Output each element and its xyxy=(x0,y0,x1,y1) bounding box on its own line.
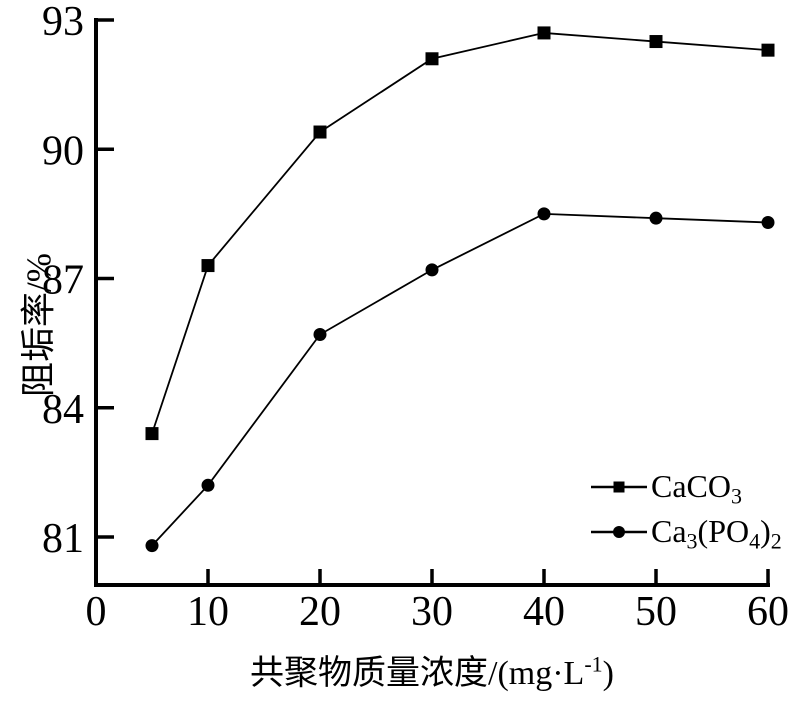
legend-entry-caco3: CaCO3 xyxy=(590,464,782,509)
legend-circle-marker-icon xyxy=(591,525,647,538)
x-axis-title: 共聚物质量浓度/(mg·L-1) xyxy=(96,645,768,694)
data-point-caco3 xyxy=(761,43,775,57)
data-point-ca3po42 xyxy=(761,215,775,229)
x-axis-title-text: 共聚物质量浓度/(mg·L xyxy=(250,655,585,692)
x-tick-label: 10 xyxy=(187,589,229,635)
data-point-caco3 xyxy=(201,259,215,273)
data-point-ca3po42 xyxy=(537,207,551,221)
data-point-ca3po42 xyxy=(649,211,663,225)
data-point-ca3po42 xyxy=(313,328,327,342)
legend-label-caco3: CaCO3 xyxy=(651,468,742,507)
data-point-caco3 xyxy=(537,26,551,40)
data-point-caco3 xyxy=(425,52,439,66)
x-tick-label: 30 xyxy=(411,589,453,635)
axes-spines xyxy=(94,18,770,587)
y-tick-label: 87 xyxy=(42,258,84,304)
data-point-caco3 xyxy=(145,427,159,441)
legend: CaCO3 Ca3(PO4)2 xyxy=(590,464,782,554)
legend-label-part: Ca xyxy=(651,513,687,549)
y-axis-title: 阻垢率/% xyxy=(19,253,59,397)
y-tick-label: 90 xyxy=(42,128,84,174)
legend-label-part: CaCO xyxy=(651,468,731,504)
legend-label-part: (PO xyxy=(697,513,750,549)
data-point-caco3 xyxy=(313,125,327,139)
legend-entry-ca3po42: Ca3(PO4)2 xyxy=(590,509,782,554)
x-axis-title-suffix: ) xyxy=(602,655,614,692)
x-tick-label: 50 xyxy=(635,589,677,635)
legend-square-marker-icon xyxy=(591,481,647,492)
series-line-caco3 xyxy=(151,32,769,434)
legend-label-subscript: 4 xyxy=(749,528,761,554)
data-point-ca3po42 xyxy=(425,263,439,277)
y-tick-label: 81 xyxy=(42,516,84,562)
x-tick-label: 40 xyxy=(523,589,565,635)
data-point-ca3po42 xyxy=(201,478,215,492)
y-tick-label: 84 xyxy=(42,387,84,433)
x-tick-label: 20 xyxy=(299,589,341,635)
legend-label-subscript: 2 xyxy=(770,528,782,554)
legend-label-part: ) xyxy=(760,513,771,549)
legend-label-subscript: 3 xyxy=(731,483,742,509)
data-point-caco3 xyxy=(649,35,663,49)
x-tick-label: 0 xyxy=(86,589,107,635)
data-point-ca3po42 xyxy=(145,539,159,553)
legend-label-subscript: 3 xyxy=(686,528,698,554)
x-tick-label: 60 xyxy=(747,589,789,635)
y-tick-label: 93 xyxy=(42,0,84,45)
legend-label-ca3po42: Ca3(PO4)2 xyxy=(651,513,782,552)
x-axis-title-superscript: -1 xyxy=(584,651,603,677)
